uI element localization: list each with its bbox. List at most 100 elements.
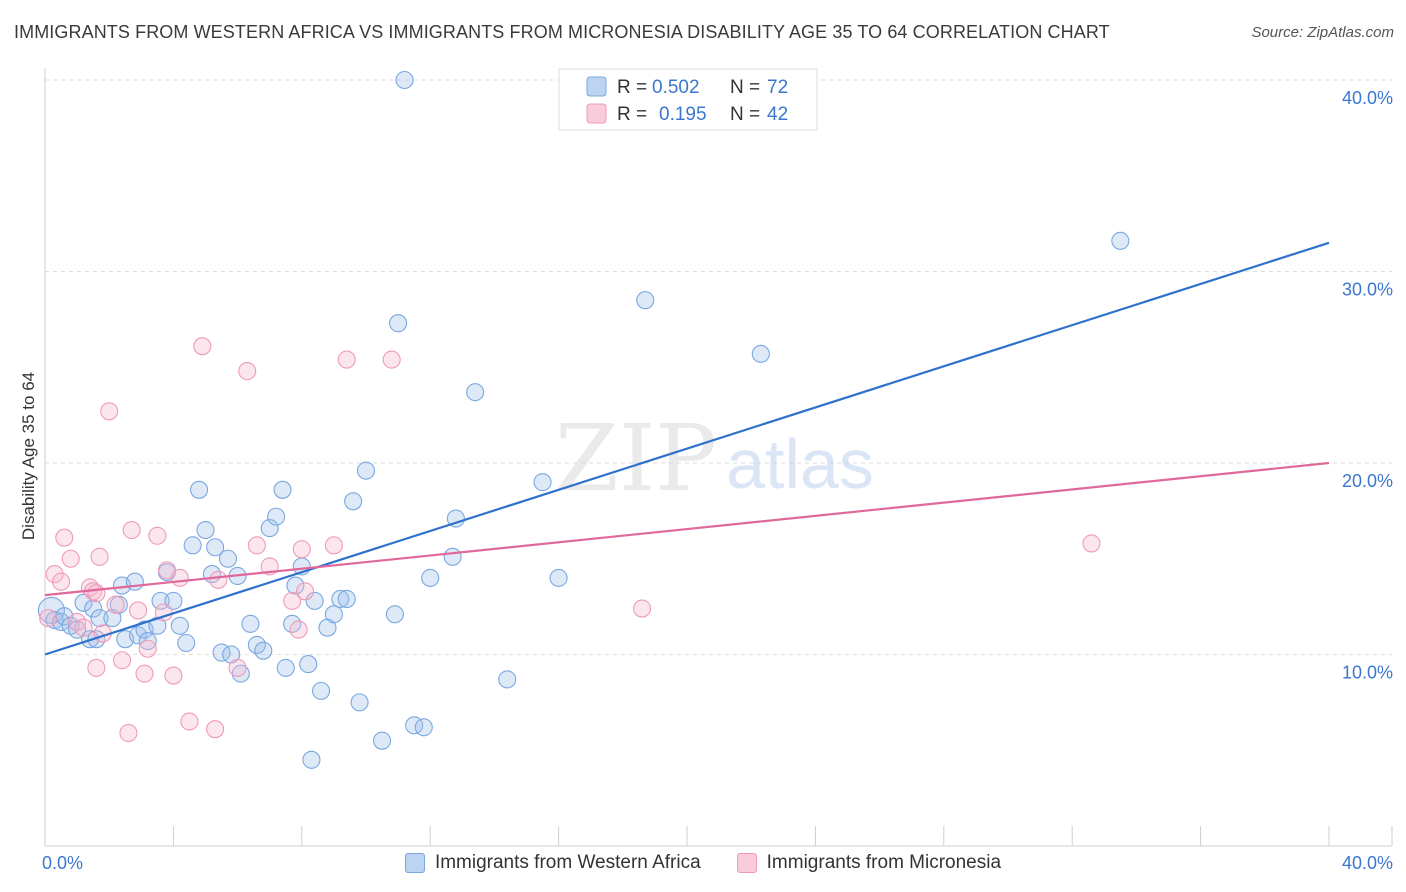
point-micronesia	[228, 658, 247, 677]
point-western-africa	[350, 693, 369, 712]
legend-r-label-2: R =	[617, 104, 647, 125]
point-micronesia	[180, 712, 199, 731]
point-western-africa	[151, 591, 170, 610]
point-micronesia	[45, 565, 64, 584]
point-micronesia	[122, 520, 141, 540]
point-micronesia	[206, 720, 225, 739]
trend-lines	[44, 241, 1330, 656]
point-western-africa	[498, 670, 517, 689]
point-micronesia	[247, 536, 266, 555]
point-western-africa	[533, 473, 552, 492]
point-western-africa	[443, 547, 462, 566]
legend-label-western-africa: Immigrants from Western Africa	[434, 852, 701, 873]
point-western-africa	[337, 589, 356, 609]
point-micronesia	[164, 666, 183, 685]
point-micronesia	[61, 549, 80, 568]
trend-line-micronesia	[44, 461, 1330, 597]
point-micronesia	[100, 402, 119, 421]
point-micronesia	[209, 570, 228, 589]
point-western-africa	[68, 620, 87, 639]
point-micronesia	[238, 362, 257, 381]
point-micronesia	[74, 618, 93, 637]
point-western-africa	[1111, 231, 1130, 250]
point-micronesia	[135, 664, 154, 683]
point-western-africa	[299, 655, 318, 674]
point-micronesia	[337, 350, 356, 369]
point-western-africa	[170, 616, 189, 635]
point-western-africa	[385, 605, 404, 624]
point-western-africa	[196, 520, 215, 540]
point-western-africa	[636, 291, 655, 310]
point-western-africa	[356, 461, 376, 480]
point-micronesia	[283, 591, 302, 610]
trend-line-western-africa	[44, 241, 1330, 656]
gridlines	[45, 79, 1392, 655]
point-western-africa	[549, 568, 568, 587]
point-micronesia	[119, 723, 138, 743]
point-western-africa	[751, 344, 770, 363]
point-micronesia	[193, 337, 212, 356]
legend-item-micronesia: Immigrants from Micronesia	[736, 852, 1002, 874]
point-western-africa	[446, 509, 465, 528]
point-western-africa	[305, 591, 324, 610]
point-western-africa	[267, 507, 286, 526]
point-micronesia	[324, 536, 343, 555]
chart-title: IMMIGRANTS FROM WESTERN AFRICA VS IMMIGR…	[14, 22, 1110, 42]
point-western-africa	[241, 614, 260, 633]
point-western-africa	[183, 536, 202, 555]
point-micronesia	[1082, 534, 1101, 553]
point-micronesia	[292, 540, 311, 559]
point-micronesia	[51, 572, 71, 591]
y-tick-label: 40.0%	[1342, 88, 1393, 108]
point-western-africa	[218, 549, 238, 568]
point-western-africa	[395, 70, 414, 90]
point-micronesia	[138, 639, 157, 658]
legend-n-label-2: N =	[730, 104, 760, 125]
point-western-africa	[206, 538, 225, 557]
legend-n-value-1: 72	[767, 77, 788, 98]
data-points	[37, 70, 1130, 769]
point-western-africa	[260, 519, 279, 538]
point-western-africa	[372, 731, 392, 750]
watermark-zip: ZIP	[555, 405, 717, 512]
point-western-africa	[90, 609, 109, 628]
point-micronesia	[129, 601, 148, 620]
point-western-africa	[344, 492, 363, 511]
point-western-africa	[389, 314, 408, 333]
watermark-atlas: atlas	[726, 425, 874, 503]
point-western-africa	[312, 681, 331, 700]
point-micronesia	[90, 547, 109, 566]
point-western-africa	[466, 383, 485, 402]
point-micronesia	[106, 595, 125, 614]
source-label: Source: ZipAtlas.com	[1251, 24, 1394, 41]
point-western-africa	[125, 572, 144, 591]
legend-swatch-blue	[404, 853, 425, 873]
point-micronesia	[633, 599, 652, 618]
legend-n-label-1: N =	[730, 77, 760, 98]
x-tick-label: 40.0%	[1342, 853, 1393, 873]
legend-swatch-pink	[736, 853, 757, 873]
point-micronesia	[382, 350, 401, 369]
legend-n-value-2: 42	[767, 104, 788, 125]
axes	[44, 68, 1393, 847]
point-western-africa	[45, 610, 64, 630]
tick-labels: 10.0% 20.0% 30.0% 40.0% 0.0% 40.0%	[42, 88, 1393, 873]
point-micronesia	[148, 526, 167, 545]
point-western-africa	[190, 480, 209, 499]
point-western-africa	[421, 568, 440, 587]
legend-r-value-2: 0.195	[659, 104, 707, 125]
point-micronesia	[170, 568, 189, 587]
point-micronesia	[87, 584, 106, 603]
legend-label-micronesia: Immigrants from Micronesia	[766, 852, 1002, 873]
point-micronesia	[154, 603, 173, 622]
point-micronesia	[55, 528, 74, 547]
point-western-africa	[331, 589, 350, 609]
legend-swatch-western-africa	[586, 76, 607, 97]
y-tick-label: 30.0%	[1342, 280, 1393, 300]
point-micronesia	[112, 651, 132, 670]
point-western-africa	[276, 658, 295, 677]
point-micronesia	[87, 658, 106, 677]
stats-legend: R = 0.502 N = 72 R = 0.195 N = 42	[558, 68, 818, 131]
y-tick-label: 10.0%	[1342, 663, 1393, 683]
point-western-africa	[231, 664, 250, 683]
